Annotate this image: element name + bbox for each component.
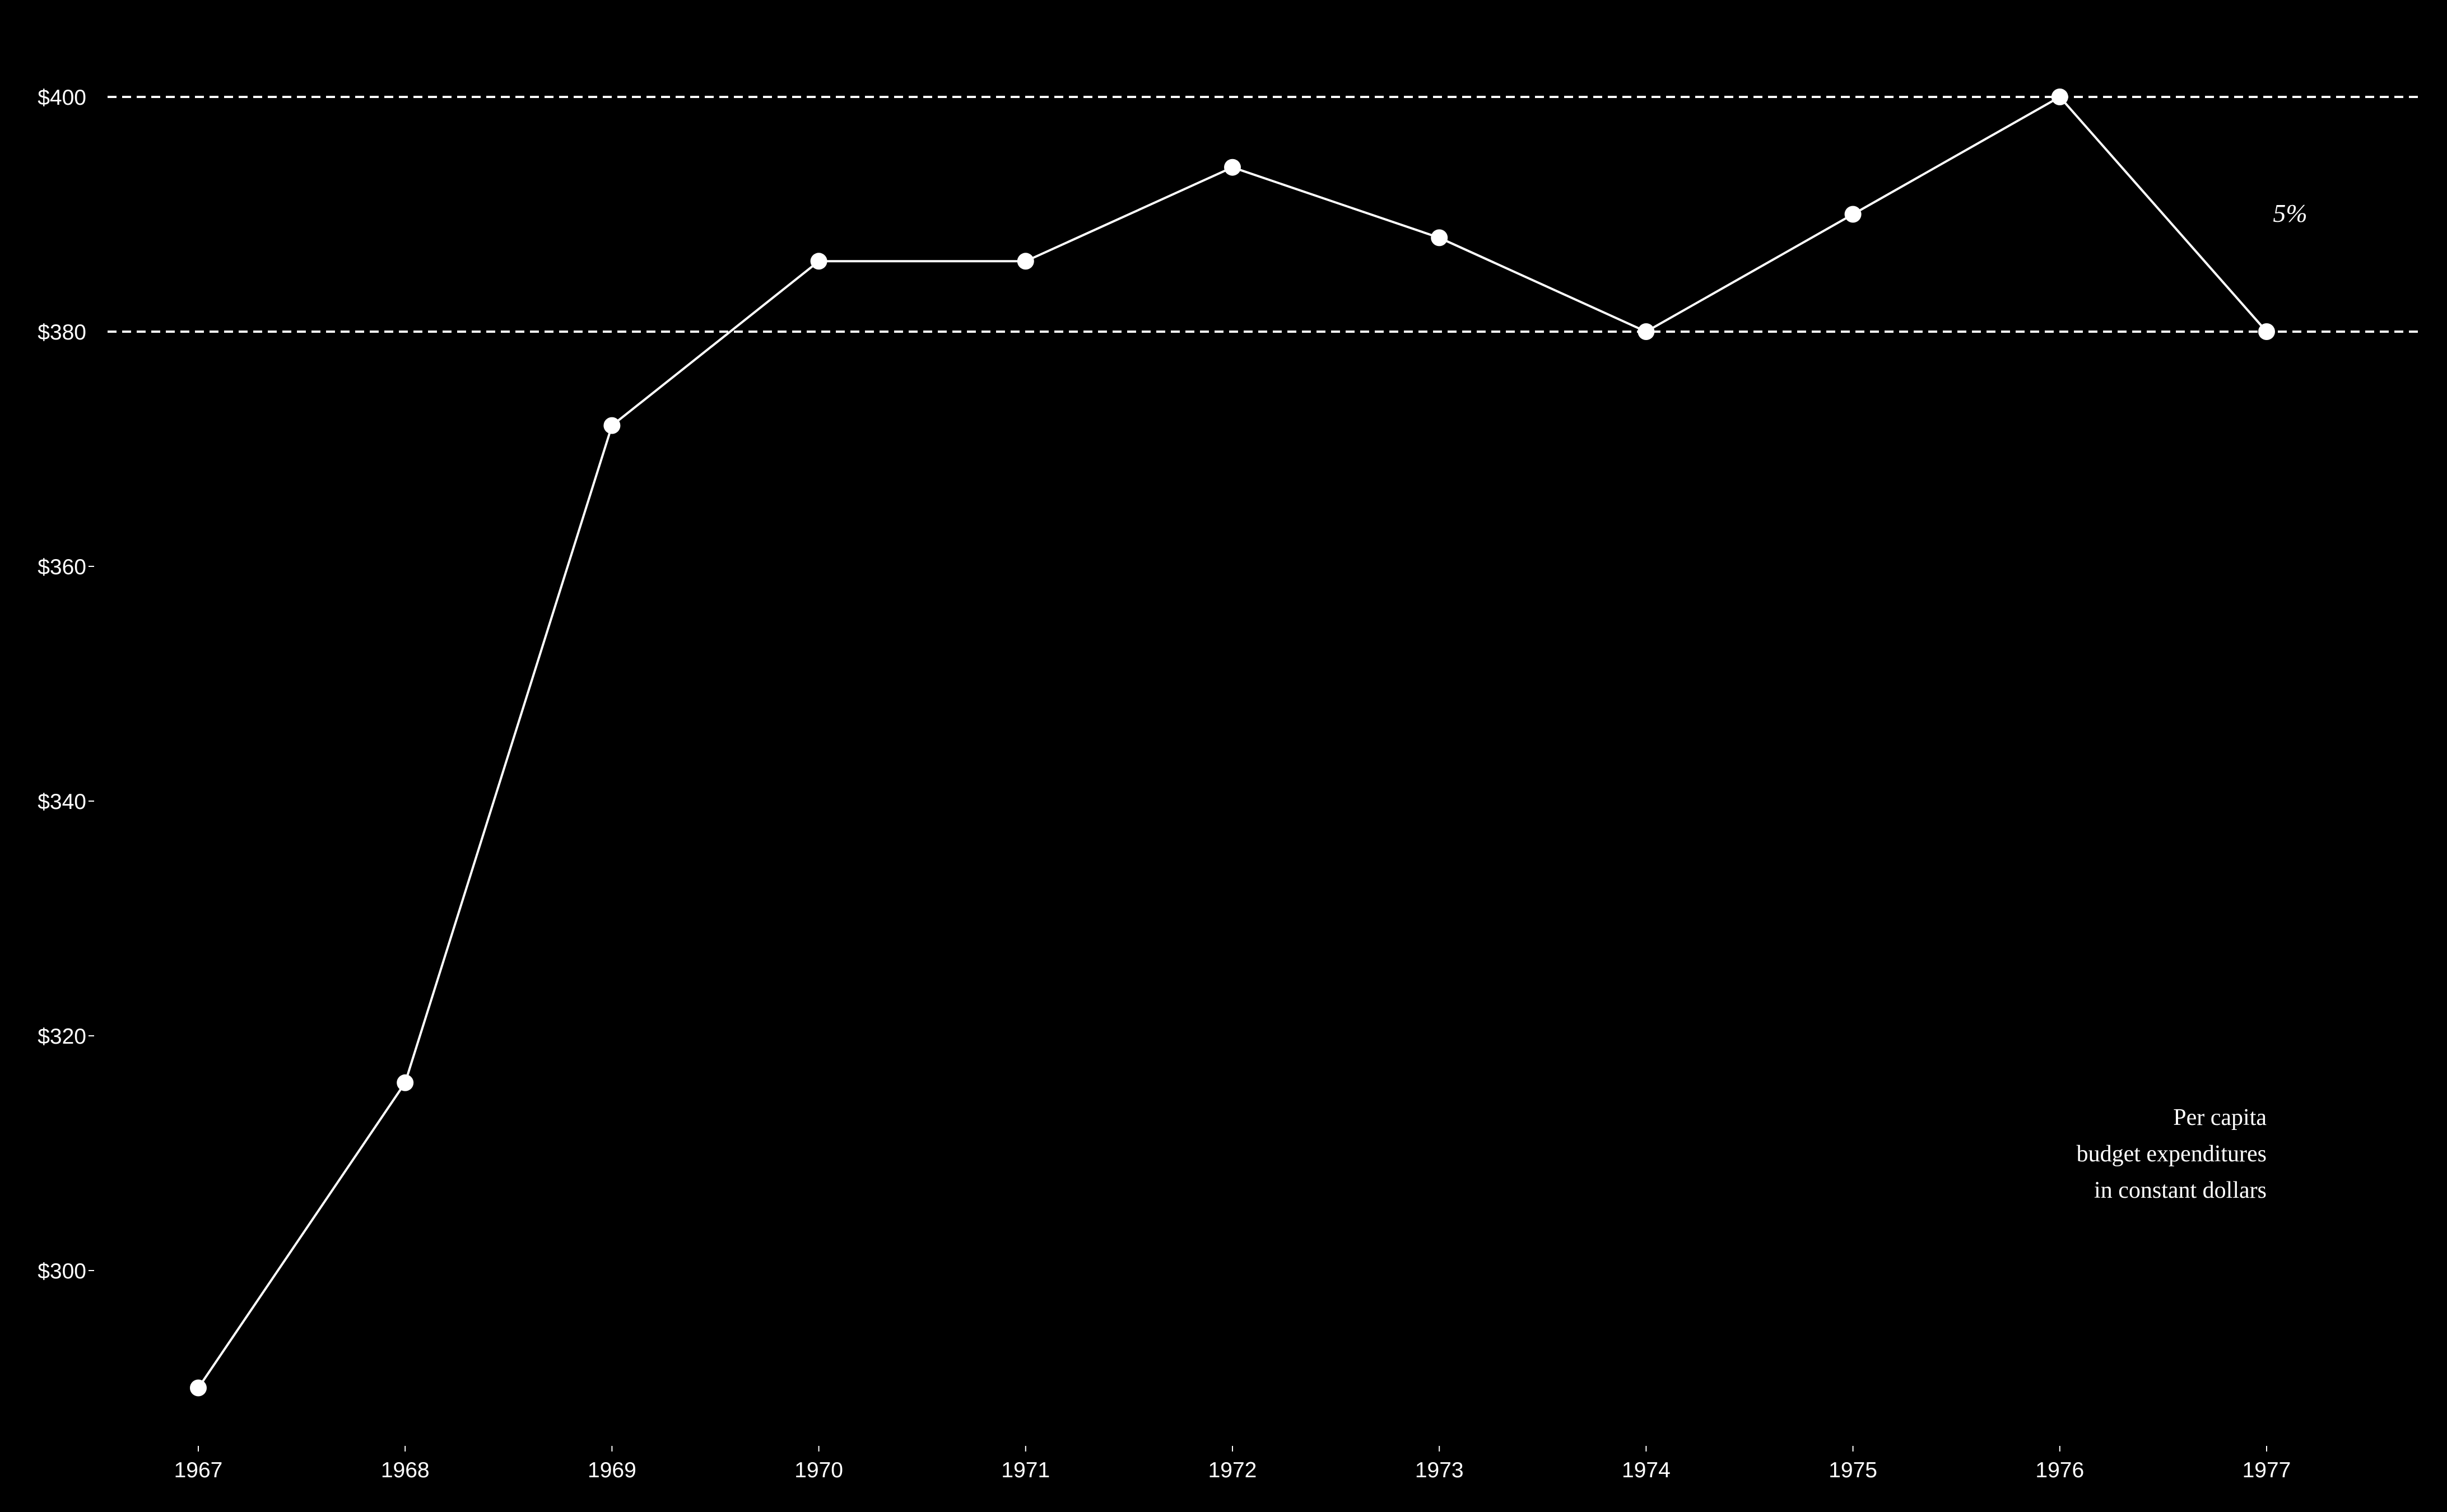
x-tick-label: 1967	[174, 1458, 223, 1482]
x-tick-label: 1968	[381, 1458, 430, 1482]
x-tick-label: 1972	[1208, 1458, 1257, 1482]
y-axis: $300 $320 $340 $360 $380 $400	[38, 86, 94, 1283]
data-point-1968	[397, 1074, 414, 1091]
y-tick-label: $340	[38, 790, 86, 814]
x-tick-label: 1971	[1001, 1458, 1050, 1482]
y-tick-label: $400	[38, 86, 86, 110]
data-point-1967	[190, 1379, 207, 1397]
y-tick-label: $320	[38, 1025, 86, 1049]
x-tick-label: 1975	[1829, 1458, 1877, 1482]
x-tick-label: 1976	[2035, 1458, 2084, 1482]
data-point-1977	[2258, 323, 2275, 340]
x-tick-label: 1969	[588, 1458, 636, 1482]
data-point-1971	[1017, 253, 1034, 270]
x-tick-label: 1970	[794, 1458, 843, 1482]
reference-lines	[108, 96, 2419, 333]
x-tick-label: 1973	[1415, 1458, 1464, 1482]
data-point-1975	[1844, 206, 1862, 223]
data-point-1969	[603, 417, 621, 434]
x-tick-label: 1974	[1622, 1458, 1671, 1482]
data-point-1970	[810, 253, 827, 270]
description-annotation: Per capita budget expenditures in constant…	[2077, 1105, 2267, 1203]
data-point-1976	[2051, 89, 2068, 105]
description-line: in constant dollars	[2094, 1178, 2267, 1203]
y-tick-label: $300	[38, 1259, 86, 1283]
description-line: Per capita	[2173, 1105, 2267, 1130]
percent-annotation: 5%	[2273, 199, 2307, 227]
y-tick-label: $360	[38, 555, 86, 579]
series-group	[190, 89, 2275, 1397]
x-axis: 1967 1968 1969 1970 1971 1972 1973 1974 1975 1976…	[174, 1446, 2291, 1482]
data-point-1973	[1431, 229, 1448, 246]
data-point-1974	[1637, 323, 1655, 340]
description-line: budget expenditures	[2077, 1141, 2267, 1167]
data-point-1972	[1224, 159, 1241, 176]
y-tick-label: $380	[38, 320, 86, 345]
x-tick-label: 1977	[2243, 1458, 2291, 1482]
